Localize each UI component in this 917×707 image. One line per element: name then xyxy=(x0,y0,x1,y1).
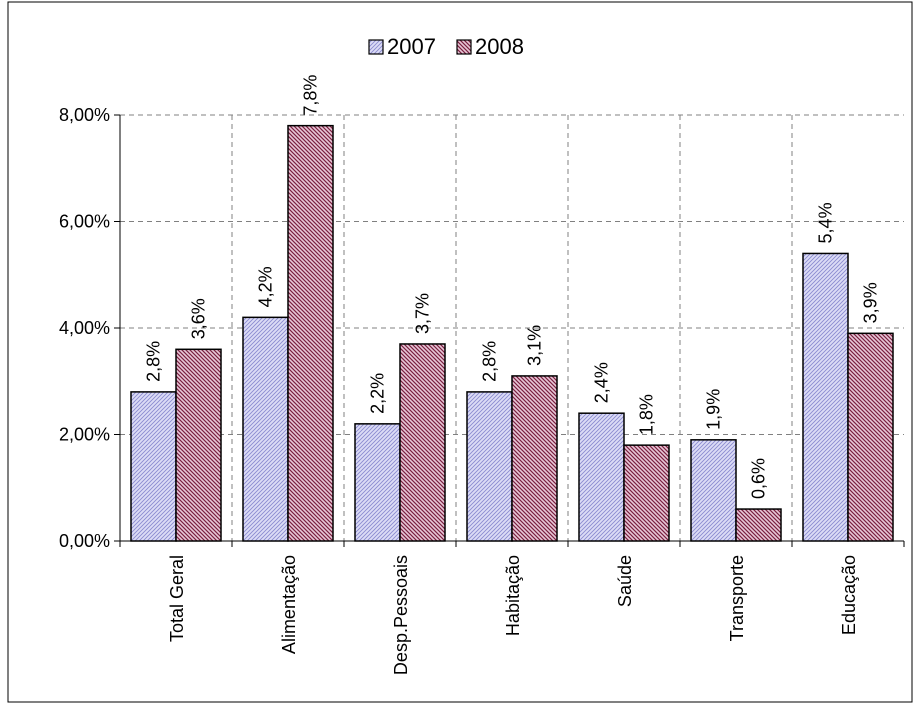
legend-swatch-2007 xyxy=(368,39,384,55)
bar-2008-6 xyxy=(847,332,894,542)
bar-2007-6 xyxy=(802,252,849,542)
bar-2008-0 xyxy=(175,348,222,542)
bar-2008-1 xyxy=(287,124,334,542)
category-label-2: Desp.Pessoais xyxy=(391,555,411,675)
y-tick-label: 4,00% xyxy=(59,318,110,338)
bar-2007-4 xyxy=(578,412,625,542)
bar-2007-1 xyxy=(242,316,289,542)
data-label-2007-5: 1,9% xyxy=(704,389,724,430)
category-label-4: Saúde xyxy=(615,555,635,607)
bar-2007-3 xyxy=(466,391,513,542)
legend-label-2007: 2007 xyxy=(387,34,436,59)
data-label-2007-3: 2,8% xyxy=(480,341,500,382)
bars xyxy=(130,124,894,542)
category-label-6: Educação xyxy=(839,555,859,635)
bar-2008-3 xyxy=(511,375,558,542)
y-tick-label: 8,00% xyxy=(59,105,110,125)
data-label-2008-0: 3,6% xyxy=(189,298,209,339)
category-label-0: Total Geral xyxy=(167,555,187,642)
data-label-2007-4: 2,4% xyxy=(592,362,612,403)
y-tick-label: 0,00% xyxy=(59,531,110,551)
data-label-2008-1: 7,8% xyxy=(301,75,321,116)
chart-frame xyxy=(7,1,913,703)
y-tick-label: 6,00% xyxy=(59,212,110,232)
category-label-5: Transporte xyxy=(727,555,747,641)
bar-2007-5 xyxy=(690,439,737,542)
legend-swatch-2008 xyxy=(456,39,472,55)
legend: 2007 2008 xyxy=(368,34,524,59)
data-label-2008-5: 0,6% xyxy=(749,458,769,499)
category-label-1: Alimentação xyxy=(279,555,299,654)
axes: 0,00% 2,00% 4,00% 6,00% 8,00% xyxy=(59,105,905,551)
y-tick-label: 2,00% xyxy=(59,425,110,445)
data-label-2008-4: 1,8% xyxy=(637,394,657,435)
data-label-2008-3: 3,1% xyxy=(525,325,545,366)
bar-2008-4 xyxy=(623,444,670,542)
data-label-2007-2: 2,2% xyxy=(368,373,388,414)
data-label-2008-6: 3,9% xyxy=(861,282,881,323)
data-label-2008-2: 3,7% xyxy=(413,293,433,334)
data-label-2007-1: 4,2% xyxy=(256,266,276,307)
data-label-2007-6: 5,4% xyxy=(816,202,836,243)
bar-2008-5 xyxy=(735,508,782,542)
data-label-2007-0: 2,8% xyxy=(144,341,164,382)
data-labels: 2,8% 3,6% 4,2% 7,8% 2,2% 3,7% 2,8% 3,1% 2,4% 1,8%… xyxy=(144,75,881,499)
bar-2007-2 xyxy=(354,423,401,542)
bar-2008-2 xyxy=(399,343,446,542)
category-label-3: Habitação xyxy=(503,555,523,636)
bar-2007-0 xyxy=(130,391,177,542)
legend-label-2008: 2008 xyxy=(475,34,524,59)
category-labels: Total Geral Alimentação Desp.Pessoais Habit… xyxy=(167,555,859,675)
